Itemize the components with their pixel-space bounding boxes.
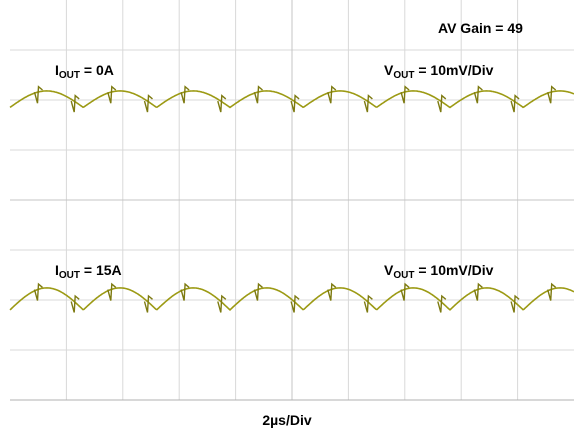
top-voltage-scale-label: VOUT = 10mV/Div xyxy=(384,62,494,81)
switching-spike-bottom xyxy=(290,294,300,313)
switching-spike-bottom xyxy=(143,294,153,313)
switching-spike-bottom xyxy=(547,282,557,301)
switching-spike-bottom xyxy=(510,294,520,313)
switching-spike-top xyxy=(473,85,483,104)
switching-spike-top xyxy=(327,85,337,104)
switching-spike-top xyxy=(217,94,227,113)
switching-spike-top xyxy=(180,85,190,104)
ripple-trace-top xyxy=(9,90,574,109)
switching-spike-top xyxy=(290,94,300,113)
switching-spike-bottom xyxy=(107,282,117,301)
timebase-label: 2µs/Div xyxy=(262,412,312,428)
traces xyxy=(9,85,574,313)
switching-spike-top xyxy=(547,85,557,104)
switching-spike-bottom xyxy=(180,282,190,301)
switching-spike-top xyxy=(33,85,43,104)
switching-spike-bottom xyxy=(473,282,483,301)
switching-spike-bottom xyxy=(363,294,373,313)
top-current-label: IOUT = 0A xyxy=(55,62,114,81)
switching-spike-bottom xyxy=(33,282,43,301)
switching-spike-bottom xyxy=(437,294,447,313)
switching-spike-bottom xyxy=(217,294,227,313)
switching-spike-bottom xyxy=(70,294,80,313)
switching-spike-top xyxy=(253,85,263,104)
switching-spike-top xyxy=(143,94,153,113)
switching-spike-top xyxy=(437,94,447,113)
graticule xyxy=(10,0,574,401)
switching-spike-top xyxy=(363,94,373,113)
gain-label: AV Gain = 49 xyxy=(438,20,523,36)
switching-spike-bottom xyxy=(327,282,337,301)
ripple-trace-bottom xyxy=(9,287,574,312)
bottom-voltage-scale-label: VOUT = 10mV/Div xyxy=(384,262,494,281)
switching-spike-bottom xyxy=(400,282,410,301)
switching-spike-top xyxy=(400,85,410,104)
switching-spike-top xyxy=(70,94,80,113)
switching-spike-bottom xyxy=(253,282,263,301)
switching-spike-top xyxy=(107,85,117,104)
bottom-current-label: IOUT = 15A xyxy=(55,262,122,281)
switching-spike-top xyxy=(510,94,520,113)
